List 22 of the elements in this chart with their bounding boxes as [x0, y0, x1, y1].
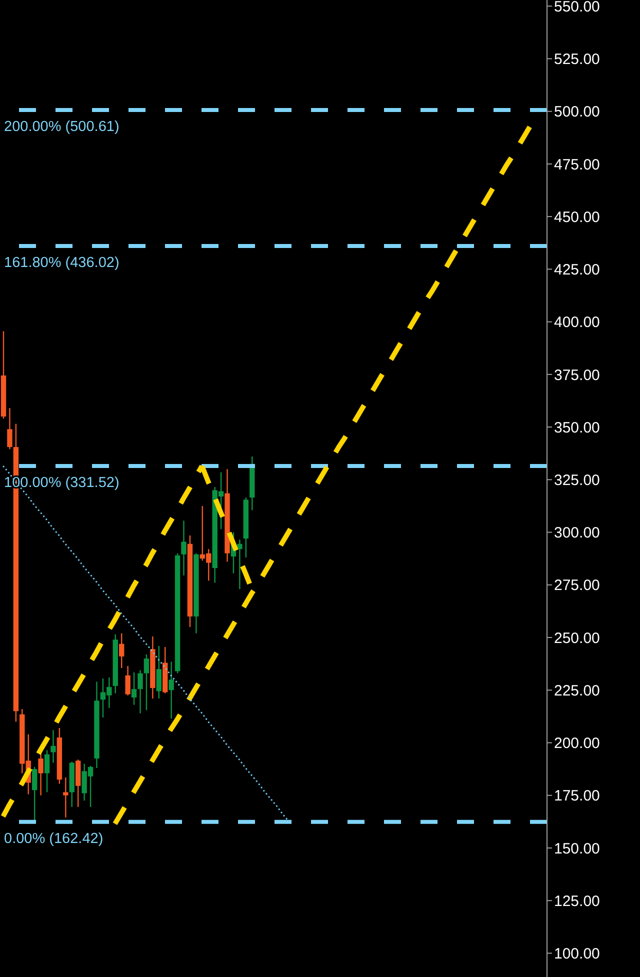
- y-tick-label: 400.00: [554, 314, 600, 332]
- y-tick-label: 225.00: [554, 682, 600, 700]
- y-tick-label: 200.00: [554, 735, 600, 752]
- y-tick-label: 125.00: [554, 892, 600, 910]
- y-tick-label: 275.00: [554, 577, 600, 594]
- y-tick-label: 150.00: [554, 840, 600, 858]
- y-tick-label: 325.00: [554, 472, 600, 489]
- y-tick-label: 550.00: [554, 0, 600, 16]
- ref-line-label: 200.00% (500.61): [4, 119, 120, 136]
- y-tick-label: 525.00: [554, 51, 600, 68]
- y-tick-label: 175.00: [554, 788, 600, 805]
- y-tick-label: 475.00: [554, 156, 600, 174]
- y-tick-label: 350.00: [554, 419, 600, 436]
- y-tick-label: 250.00: [554, 630, 600, 647]
- y-tick-label: 375.00: [554, 366, 600, 384]
- y-tick-label: 425.00: [554, 262, 600, 279]
- y-tick-label: 100.00: [554, 946, 600, 963]
- y-tick-label: 500.00: [554, 104, 600, 121]
- y-tick-label: 300.00: [554, 524, 600, 542]
- ref-line-label: 161.80% (436.02): [4, 254, 120, 271]
- ref-line-label: 0.00% (162.42): [4, 830, 104, 847]
- y-tick-label: 450.00: [554, 208, 600, 226]
